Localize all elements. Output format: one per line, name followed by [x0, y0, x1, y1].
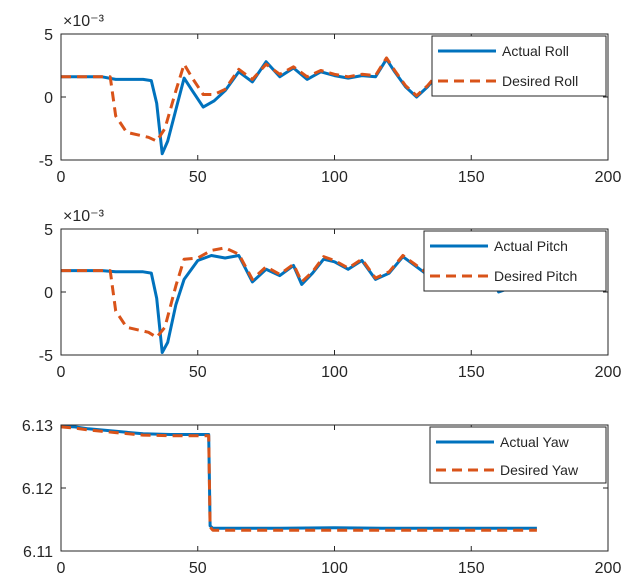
y-tick-label: 0: [44, 285, 53, 302]
x-tick-label: 100: [321, 560, 348, 577]
y-tick-label: 0: [44, 90, 53, 107]
x-tick-label: 100: [321, 169, 348, 186]
legend-label: Desired Yaw: [500, 462, 579, 478]
series-line-actual-yaw: [60, 424, 537, 530]
series-line-desired-pitch: [61, 245, 538, 339]
y-exponent-label: ×10⁻³: [63, 13, 105, 30]
y-tick-label: 6.12: [22, 481, 53, 498]
legend-box: [423, 230, 607, 292]
x-tick-label: 0: [57, 364, 66, 381]
x-tick-label: 150: [458, 560, 485, 577]
x-tick-label: 50: [189, 560, 207, 577]
y-tick-label: -5: [39, 348, 53, 365]
legend: Actual Pitch Desired Pitch: [423, 230, 607, 292]
legend-label: Desired Roll: [502, 73, 578, 89]
x-tick-label: 150: [458, 364, 485, 381]
legend: Actual Yaw Desired Yaw: [429, 426, 607, 484]
series-line-desired-yaw: [60, 425, 537, 532]
x-tick-label: 200: [595, 169, 622, 186]
legend-box: [429, 426, 607, 484]
y-tick-label: 5: [44, 222, 53, 239]
y-exponent-label: ×10⁻³: [63, 208, 105, 225]
x-tick-label: 50: [189, 364, 207, 381]
y-tick-label: -5: [39, 153, 53, 170]
legend-label: Actual Roll: [502, 43, 569, 59]
y-tick-label: 6.13: [22, 418, 53, 435]
x-tick-label: 200: [595, 364, 622, 381]
x-tick-label: 200: [595, 560, 622, 577]
legend-label: Actual Yaw: [500, 434, 570, 450]
x-tick-label: 50: [189, 169, 207, 186]
chart-panel-3: 0 50 100 150 200 6.11 6.12 6.13 Actual Yaw Desire…: [22, 418, 622, 577]
legend-label: Desired Pitch: [494, 268, 577, 284]
legend-box: [431, 35, 607, 97]
x-tick-label: 150: [458, 169, 485, 186]
y-tick-label: 5: [44, 27, 53, 44]
x-tick-label: 0: [57, 169, 66, 186]
x-tick-label: 0: [57, 560, 66, 577]
y-tick-label: 6.11: [23, 544, 53, 561]
legend-label: Actual Pitch: [494, 238, 568, 254]
legend: Actual Roll Desired Roll: [431, 35, 607, 97]
x-tick-label: 100: [321, 364, 348, 381]
